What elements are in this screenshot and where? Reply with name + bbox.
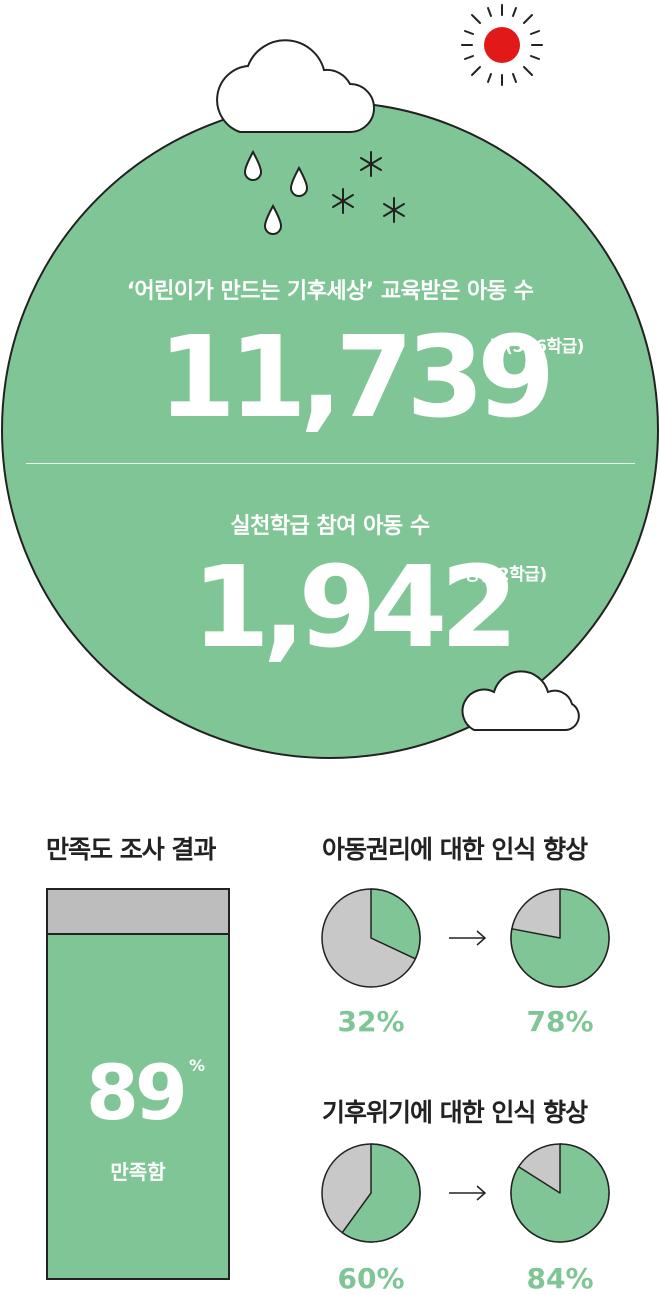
satisfaction-value: 89: [86, 1048, 188, 1137]
satisfaction-title: 만족도 조사 결과: [46, 835, 216, 864]
snowflake-icon: [332, 188, 354, 214]
rights-before-value-slice: [370, 888, 421, 960]
rights-after-pie: [510, 888, 610, 988]
sun-icon: [461, 4, 543, 86]
practice-children-label: 실천학급 참여 아동 수: [230, 514, 430, 539]
trained-children-unit: 명(546학급): [490, 337, 584, 357]
satisfaction-label: 만족함: [110, 1160, 166, 1184]
raindrop-icon: [289, 165, 309, 197]
climate-arrow-icon: [447, 1183, 489, 1203]
rights-before-pie: [321, 888, 421, 988]
rights-before-percent: 32%: [337, 1005, 405, 1038]
practice-children-value: 1,942: [192, 543, 518, 673]
climate-before-pie: [321, 1143, 421, 1243]
rights-after-percent: 78%: [526, 1005, 594, 1038]
cloud-icon: [216, 39, 375, 133]
climate-after-value-slice: [510, 1143, 610, 1243]
trained-children-label: ‘어린이가 만드는 기후세상’ 교육받은 아동 수: [126, 279, 534, 304]
climate-before-percent: 60%: [337, 1262, 405, 1295]
satisfaction-bar: [46, 888, 230, 1280]
practice-children-unit: 명(92학급): [464, 565, 547, 585]
cloud-icon: [461, 670, 580, 732]
hero-illustration: [1, 4, 659, 759]
rights-arrow-icon: [447, 928, 489, 948]
climate-title: 기후위기에 대한 인식 향상: [322, 1098, 588, 1127]
raindrop-icon: [263, 203, 283, 235]
satisfaction-unit: %: [189, 1056, 206, 1075]
snowflake-icon: [360, 151, 382, 177]
climate-after-percent: 84%: [526, 1262, 594, 1295]
raindrop-icon: [243, 149, 263, 181]
climate-before-value-slice: [341, 1143, 421, 1243]
rights-title: 아동권리에 대한 인식 향상: [322, 835, 588, 864]
snowflake-icon: [383, 197, 405, 223]
trained-children-value: 11,739: [158, 313, 555, 443]
climate-after-pie: [510, 1143, 610, 1243]
rights-after-value-slice: [510, 888, 610, 988]
hero-divider: [26, 463, 635, 464]
satisfaction-bar-fill: [48, 933, 228, 1278]
